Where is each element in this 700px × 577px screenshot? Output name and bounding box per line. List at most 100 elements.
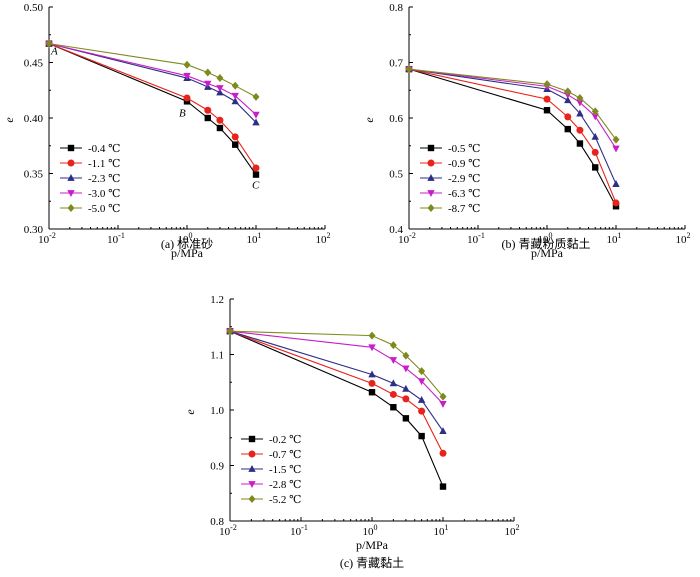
x-tick-label: 101 <box>607 231 622 246</box>
data-point <box>612 199 620 207</box>
y-axis-title: e <box>362 117 376 123</box>
data-point <box>576 126 584 134</box>
data-point <box>417 396 426 403</box>
legend-label: -1.5 ℃ <box>269 464 301 476</box>
legend-label: -5.2 ℃ <box>269 494 301 506</box>
data-point <box>591 132 599 140</box>
legend-label: -8.7 ℃ <box>448 203 480 215</box>
x-tick-base: 10 <box>107 234 119 246</box>
legend-marker <box>67 144 75 152</box>
data-point <box>216 74 224 83</box>
data-point <box>418 432 425 440</box>
data-point <box>183 94 191 102</box>
x-tick-exponent: -1 <box>478 231 485 240</box>
data-point <box>591 107 599 116</box>
data-point <box>368 389 376 396</box>
series-line <box>48 43 257 123</box>
x-tick-base: 10 <box>178 234 190 246</box>
x-tick-exponent: -2 <box>230 523 237 532</box>
x-tick-base: 10 <box>363 526 375 538</box>
x-tick-label: 102 <box>316 231 331 246</box>
legend-label: -3.0 ℃ <box>88 188 120 200</box>
y-tick-label: 0.7 <box>389 58 403 70</box>
data-point <box>439 483 447 490</box>
data-point <box>216 124 224 132</box>
data-point <box>591 113 599 121</box>
series-line <box>229 330 444 454</box>
data-point <box>216 85 224 93</box>
data-point <box>252 92 260 101</box>
data-point <box>226 327 234 336</box>
data-point <box>389 379 398 387</box>
x-tick-base: 10 <box>607 234 619 246</box>
x-tick-exponent: 0 <box>549 231 553 240</box>
y-tick-label: 0.4 <box>389 224 403 236</box>
series-line <box>48 43 257 98</box>
x-tick-label: 10-1 <box>107 231 125 246</box>
data-point <box>576 99 584 107</box>
data-point <box>439 392 447 401</box>
data-point <box>576 94 584 103</box>
data-point <box>612 145 620 153</box>
y-tick-label: 1.1 <box>210 350 224 362</box>
data-point <box>232 141 239 148</box>
data-point <box>402 395 410 403</box>
y-tick-label: 1.2 <box>210 294 224 306</box>
y-tick-label: 0.30 <box>24 224 44 236</box>
data-point <box>543 107 551 114</box>
legend-marker <box>248 450 256 458</box>
legend-label: -2.9 ℃ <box>448 173 480 185</box>
x-tick-base: 10 <box>434 526 446 538</box>
y-tick-label: 1.0 <box>210 405 224 417</box>
data-point <box>231 92 239 100</box>
series-line <box>48 43 257 169</box>
data-point <box>368 344 376 352</box>
data-point <box>576 109 584 117</box>
data-point <box>591 148 599 156</box>
x-tick-label: 100 <box>363 523 378 538</box>
data-point <box>564 96 572 104</box>
x-tick-base: 10 <box>676 234 688 246</box>
legend-marker <box>427 144 435 152</box>
data-point <box>576 140 584 147</box>
x-tick-base: 10 <box>538 234 550 246</box>
y-tick-label: 0.50 <box>24 2 44 14</box>
data-point <box>45 39 53 48</box>
x-tick-base: 10 <box>247 234 259 246</box>
legend-marker <box>427 174 435 181</box>
x-axis-title: p/MPa <box>531 246 564 260</box>
y-tick-label: 0.40 <box>24 113 44 125</box>
chart-panel-2: 0.40.50.60.70.810-2 10-1 100 101 102ep/MPa(b… <box>362 2 691 260</box>
x-tick-base: 10 <box>398 234 410 246</box>
series-line <box>408 68 617 185</box>
legend-marker <box>248 481 256 488</box>
x-tick-exponent: 2 <box>687 231 691 240</box>
panel-caption: (a) 标准砂 <box>161 237 213 251</box>
x-tick-exponent: 0 <box>374 523 378 532</box>
legend-marker <box>67 204 75 212</box>
data-point <box>402 365 410 373</box>
data-point <box>564 125 571 133</box>
data-point <box>612 135 620 144</box>
data-point <box>402 351 410 360</box>
x-tick-exponent: 1 <box>258 231 262 240</box>
x-axis-title: p/MPa <box>171 246 204 260</box>
data-point <box>183 60 191 69</box>
x-tick-exponent: -1 <box>118 231 125 240</box>
data-point <box>418 407 426 415</box>
data-point <box>564 113 572 121</box>
series-line <box>408 68 617 204</box>
legend-marker <box>248 435 256 443</box>
legend-marker <box>248 495 256 503</box>
legend-marker <box>67 159 75 167</box>
data-point <box>390 404 397 411</box>
y-tick-label: 0.9 <box>210 461 224 473</box>
data-point <box>439 449 447 457</box>
data-point <box>204 80 212 88</box>
data-point <box>204 106 212 114</box>
legend-marker <box>427 159 435 167</box>
data-point <box>402 384 410 392</box>
data-point <box>368 331 376 340</box>
data-point <box>204 114 211 122</box>
